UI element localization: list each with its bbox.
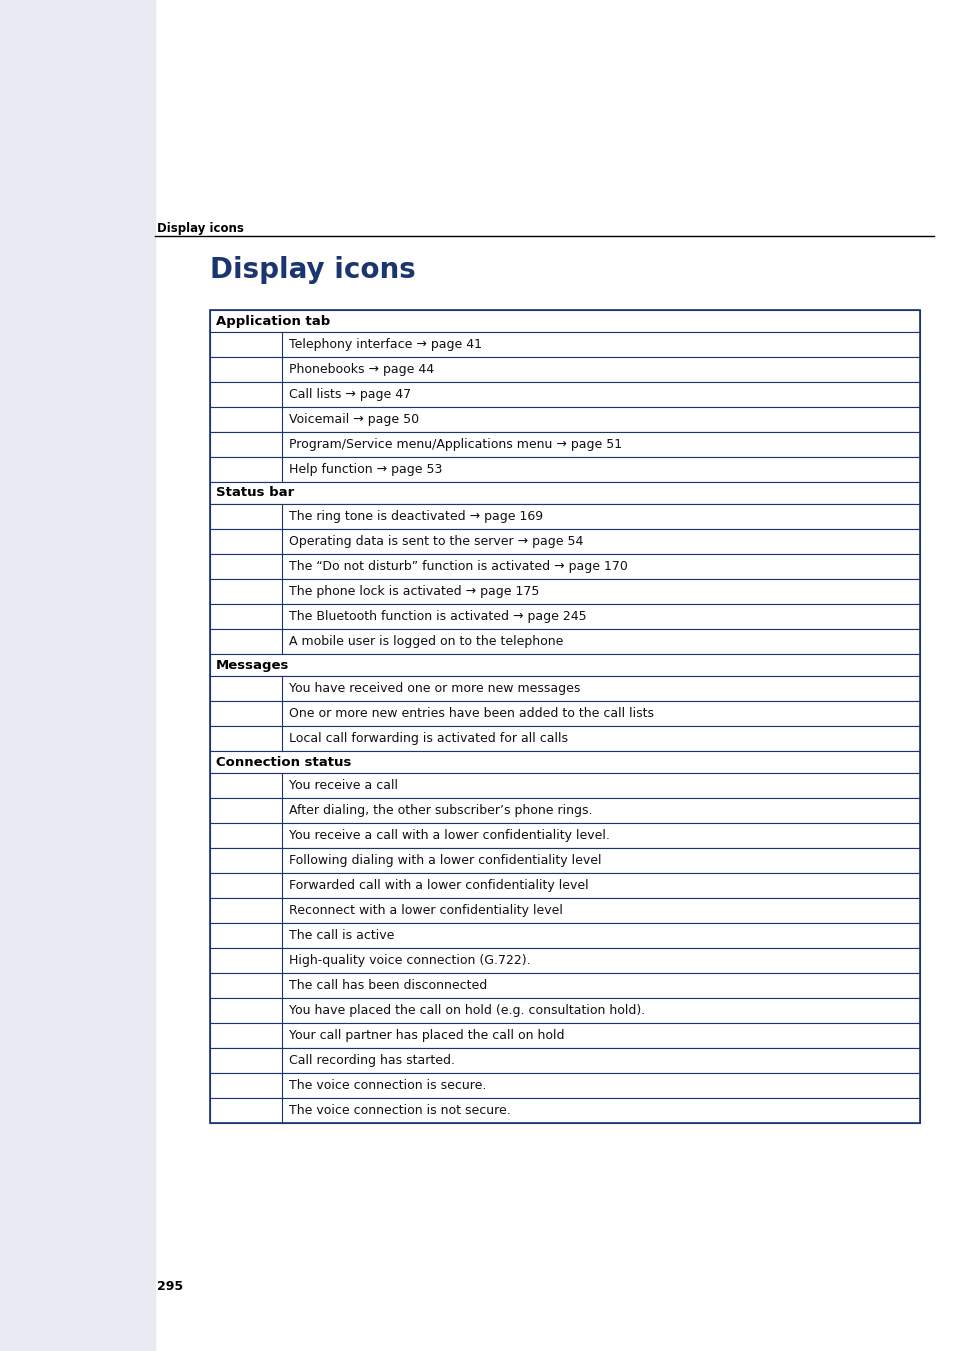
Bar [210, 873, 919, 898]
Text: One or more new entries have been added to the call lists: One or more new entries have been added … [289, 707, 654, 720]
Text: Messages: Messages [215, 658, 289, 671]
Bar [210, 382, 919, 407]
Bar [210, 482, 919, 504]
Text: After dialing, the other subscriber’s phone rings.: After dialing, the other subscriber’s ph… [289, 804, 592, 817]
Bar [210, 530, 919, 554]
Text: Telephony interface → page 41: Telephony interface → page 41 [289, 338, 481, 351]
Text: The call is active: The call is active [289, 929, 394, 942]
Text: Forwarded call with a lower confidentiality level: Forwarded call with a lower confidential… [289, 880, 588, 892]
Text: You have received one or more new messages: You have received one or more new messag… [289, 682, 579, 694]
Text: Local call forwarding is activated for all calls: Local call forwarding is activated for a… [289, 732, 567, 744]
Text: Call recording has started.: Call recording has started. [289, 1054, 455, 1067]
Text: You receive a call with a lower confidentiality level.: You receive a call with a lower confiden… [289, 830, 609, 842]
Text: Display icons: Display icons [157, 222, 244, 235]
Text: The voice connection is secure.: The voice connection is secure. [289, 1079, 486, 1092]
Bar [210, 407, 919, 432]
Bar [210, 848, 919, 873]
Text: Voicemail → page 50: Voicemail → page 50 [289, 413, 418, 426]
Bar [210, 1023, 919, 1048]
Bar [210, 1073, 919, 1098]
Text: A mobile user is logged on to the telephone: A mobile user is logged on to the teleph… [289, 635, 563, 648]
Bar [210, 357, 919, 382]
Bar [210, 1048, 919, 1073]
Bar [210, 701, 919, 725]
Bar [210, 973, 919, 998]
Bar [210, 751, 919, 773]
Text: The Bluetooth function is activated → page 245: The Bluetooth function is activated → pa… [289, 611, 586, 623]
Bar [210, 676, 919, 701]
Text: The phone lock is activated → page 175: The phone lock is activated → page 175 [289, 585, 538, 598]
Text: Operating data is sent to the server → page 54: Operating data is sent to the server → p… [289, 535, 583, 549]
Bar [210, 504, 919, 530]
Bar [210, 998, 919, 1023]
Bar [210, 457, 919, 482]
Text: You receive a call: You receive a call [289, 780, 397, 792]
Text: The ring tone is deactivated → page 169: The ring tone is deactivated → page 169 [289, 509, 542, 523]
Bar [210, 309, 919, 1123]
Bar [210, 309, 919, 332]
Text: Reconnect with a lower confidentiality level: Reconnect with a lower confidentiality l… [289, 904, 562, 917]
Bar [210, 604, 919, 630]
Text: Call lists → page 47: Call lists → page 47 [289, 388, 411, 401]
Text: 295: 295 [157, 1279, 183, 1293]
Bar [210, 823, 919, 848]
Text: Following dialing with a lower confidentiality level: Following dialing with a lower confident… [289, 854, 601, 867]
Text: Phonebooks → page 44: Phonebooks → page 44 [289, 363, 434, 376]
Text: Help function → page 53: Help function → page 53 [289, 463, 442, 476]
Bar [210, 923, 919, 948]
Text: Connection status: Connection status [215, 755, 351, 769]
Text: Status bar: Status bar [215, 486, 294, 500]
Text: The call has been disconnected: The call has been disconnected [289, 979, 487, 992]
Bar [210, 332, 919, 357]
Text: You have placed the call on hold (e.g. consultation hold).: You have placed the call on hold (e.g. c… [289, 1004, 644, 1017]
Bar [210, 630, 919, 654]
Bar [210, 773, 919, 798]
Text: Program/Service menu/Applications menu → page 51: Program/Service menu/Applications menu →… [289, 438, 621, 451]
Bar [210, 580, 919, 604]
Bar [0, 0, 154, 1351]
Bar [210, 1098, 919, 1123]
Text: High-quality voice connection (G.722).: High-quality voice connection (G.722). [289, 954, 530, 967]
Text: Application tab: Application tab [215, 315, 330, 327]
Bar [210, 554, 919, 580]
Text: The voice connection is not secure.: The voice connection is not secure. [289, 1104, 510, 1117]
Bar [210, 654, 919, 676]
Bar [210, 798, 919, 823]
Text: The “Do not disturb” function is activated → page 170: The “Do not disturb” function is activat… [289, 561, 627, 573]
Bar [210, 432, 919, 457]
Text: Your call partner has placed the call on hold: Your call partner has placed the call on… [289, 1029, 564, 1042]
Bar [210, 898, 919, 923]
Bar [210, 948, 919, 973]
Text: Display icons: Display icons [210, 255, 416, 284]
Bar [210, 725, 919, 751]
